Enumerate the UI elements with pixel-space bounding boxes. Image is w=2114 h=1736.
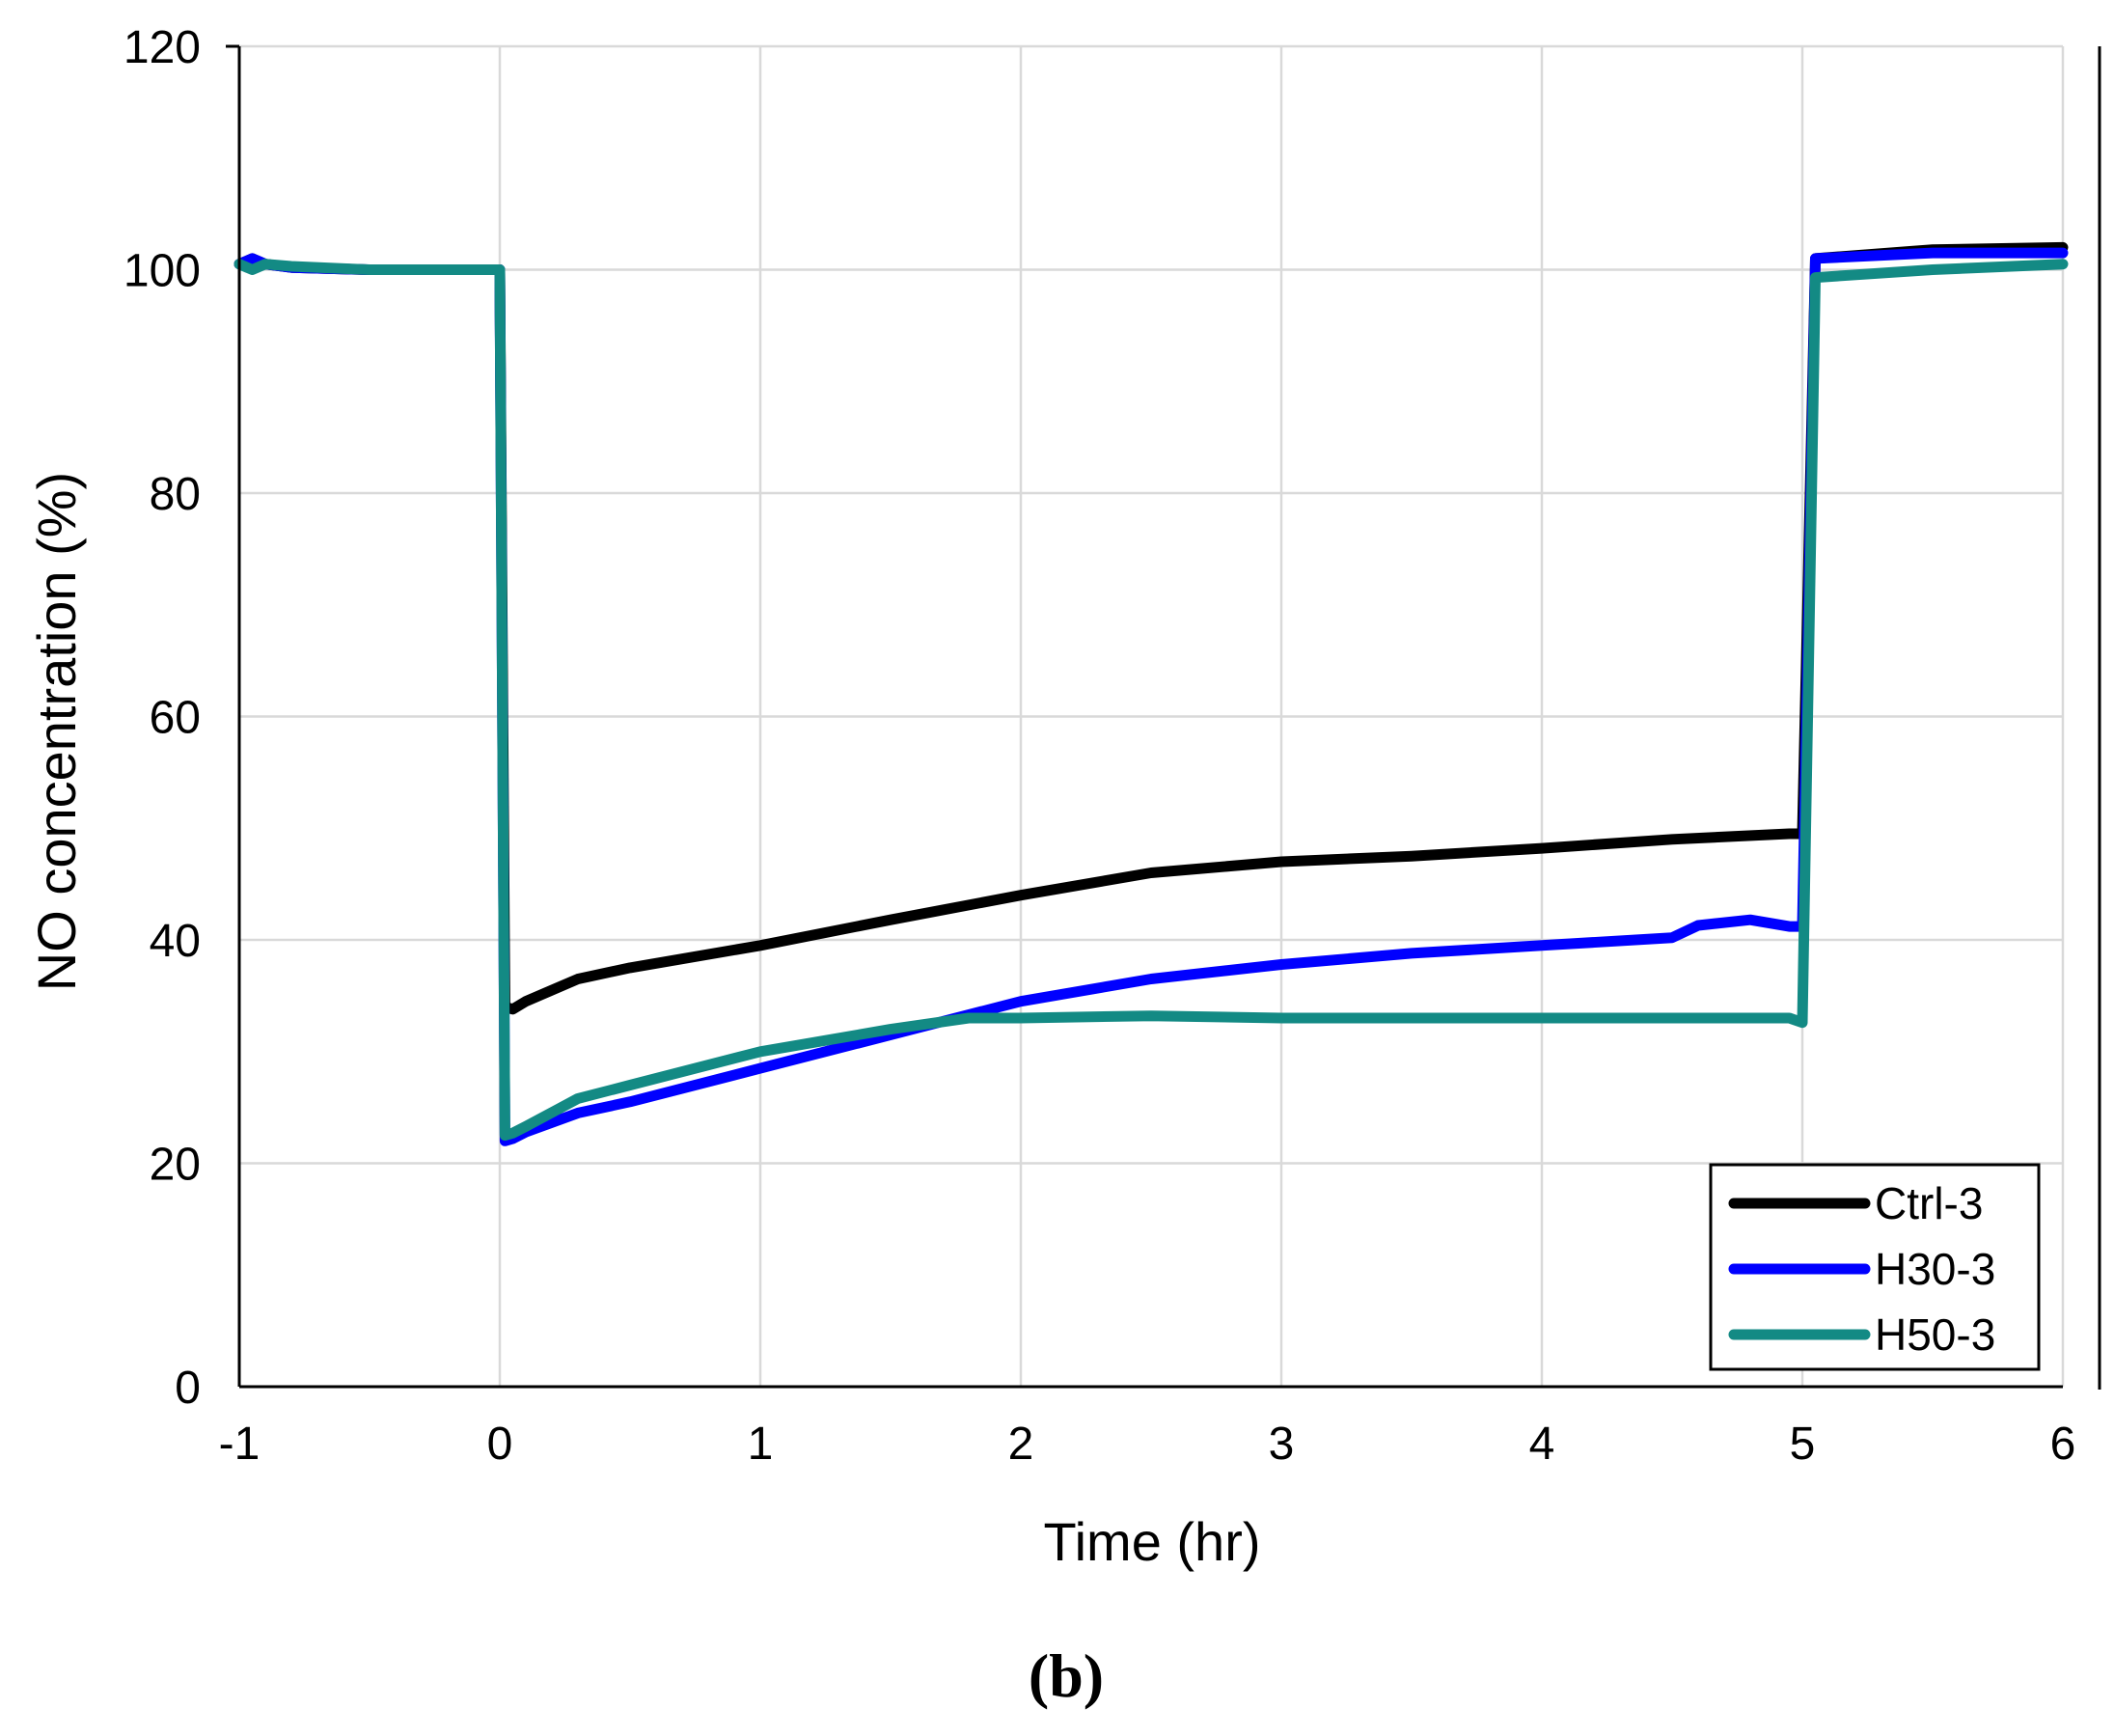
legend-label: H30-3 xyxy=(1875,1244,1995,1294)
legend-label: H50-3 xyxy=(1875,1309,1995,1360)
x-tick-label: 4 xyxy=(1529,1419,1555,1470)
legend: Ctrl-3 H30-3 H50-3 xyxy=(1709,1163,2041,1371)
x-tick-label: 0 xyxy=(487,1419,513,1470)
y-tick-label: 120 xyxy=(124,22,201,73)
x-tick-label: 5 xyxy=(1790,1419,1816,1470)
y-tick-label: 20 xyxy=(150,1140,201,1191)
x-tick-label: 3 xyxy=(1269,1419,1295,1470)
legend-label: Ctrl-3 xyxy=(1875,1178,1983,1228)
x-axis-title: Time (hr) xyxy=(1043,1511,1260,1572)
x-tick-label: 2 xyxy=(1008,1419,1034,1470)
x-tick-labels: -1 0 1 2 3 4 5 6 xyxy=(219,1419,2076,1470)
x-tick-label: -1 xyxy=(219,1419,261,1470)
y-tick-label: 60 xyxy=(150,693,201,744)
y-tick-label: 100 xyxy=(124,246,201,297)
y-tick-label: 40 xyxy=(150,916,201,967)
y-tick-label: 0 xyxy=(175,1363,201,1414)
axes xyxy=(226,44,2063,1389)
y-tick-labels: 0 20 40 60 80 100 120 xyxy=(124,22,201,1414)
series-lines xyxy=(233,241,2069,1146)
y-axis-title: NO concentration (%) xyxy=(26,472,87,991)
panel-label: (b) xyxy=(1029,1641,1104,1710)
series-line-h50-3 xyxy=(233,259,2069,1142)
series-line-ctrl-3 xyxy=(233,241,2069,1015)
x-tick-label: 6 xyxy=(2050,1419,2076,1470)
x-tick-label: 1 xyxy=(748,1419,774,1470)
y-tick-label: 80 xyxy=(150,469,201,520)
